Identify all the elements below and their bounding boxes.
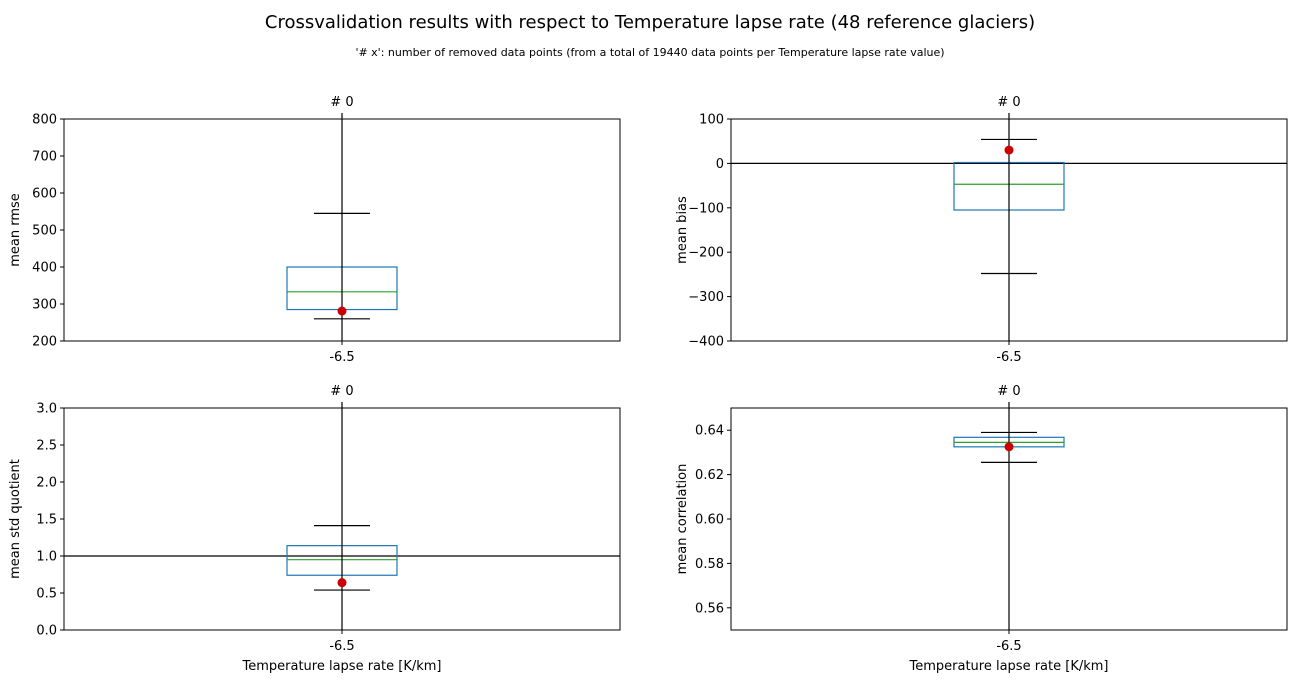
- y-tick-label: 100: [699, 113, 724, 128]
- subplot-title: # 0: [997, 95, 1020, 110]
- x-tick-label: -6.5: [996, 639, 1021, 654]
- y-tick-label: 2.0: [36, 476, 57, 491]
- y-tick-label: 0.0: [36, 624, 57, 639]
- mean-marker: [337, 306, 347, 316]
- subplot-3: 0.0 0.5 1.0 1.5 2.0 2.5 3.0 -6.5 # 0 mean std quo…: [8, 384, 621, 674]
- y-tick-label: 500: [32, 224, 57, 239]
- x-tick-label: -6.5: [329, 350, 354, 365]
- y-tick-label: 0.62: [695, 468, 724, 483]
- y-tick-label: 0.56: [695, 601, 724, 616]
- y-axis-label: mean std quotient: [8, 459, 23, 579]
- mean-marker: [1004, 442, 1014, 452]
- subplot-grid: 200 300 400 500 600 700 800 -6.5 # 0 mean rmse −40…: [8, 95, 1288, 674]
- y-axis-label: mean correlation: [675, 464, 690, 575]
- y-tick-label: −100: [688, 201, 724, 216]
- y-tick-label: 3.0: [36, 402, 57, 417]
- y-tick-label: 300: [32, 298, 57, 313]
- y-tick-label: 700: [32, 150, 57, 165]
- y-tick-label: 1.0: [36, 550, 57, 565]
- y-tick-label: 1.5: [36, 513, 57, 528]
- subplot-4: 0.56 0.58 0.60 0.62 0.64 -6.5 # 0 mean correlat…: [675, 384, 1288, 674]
- mean-marker: [337, 578, 347, 588]
- y-tick-label: 0.58: [695, 557, 724, 572]
- y-tick-label: 400: [32, 261, 57, 276]
- y-tick-label: 800: [32, 113, 57, 128]
- y-tick-label: −300: [688, 290, 724, 305]
- subplot-title: # 0: [997, 384, 1020, 399]
- y-axis-label: mean rmse: [8, 193, 23, 267]
- subplot-title: # 0: [330, 95, 353, 110]
- y-tick-label: 0.60: [695, 513, 724, 528]
- y-axis-label: mean bias: [675, 196, 690, 264]
- y-tick-label: 200: [32, 335, 57, 350]
- subplot-title: # 0: [330, 384, 353, 399]
- y-tick-label: −400: [688, 335, 724, 350]
- y-tick-label: −200: [688, 246, 724, 261]
- subplot-2: −400 −300 −200 −100 0 100 -6.5 # 0 mean bias: [675, 95, 1288, 365]
- figure-subtitle: '# x': number of removed data points (fr…: [355, 46, 944, 59]
- x-axis-label: Temperature lapse rate [K/km]: [242, 659, 442, 674]
- y-tick-label: 0: [716, 157, 724, 172]
- y-tick-label: 600: [32, 187, 57, 202]
- y-tick-label: 0.64: [695, 424, 724, 439]
- x-tick-label: -6.5: [329, 639, 354, 654]
- y-tick-label: 2.5: [36, 439, 57, 454]
- x-tick-label: -6.5: [996, 350, 1021, 365]
- figure-title: Crossvalidation results with respect to …: [265, 12, 1035, 33]
- mean-marker: [1004, 145, 1014, 155]
- x-axis-label: Temperature lapse rate [K/km]: [909, 659, 1109, 674]
- y-tick-label: 0.5: [36, 587, 57, 602]
- subplot-1: 200 300 400 500 600 700 800 -6.5 # 0 mean rmse: [8, 95, 621, 365]
